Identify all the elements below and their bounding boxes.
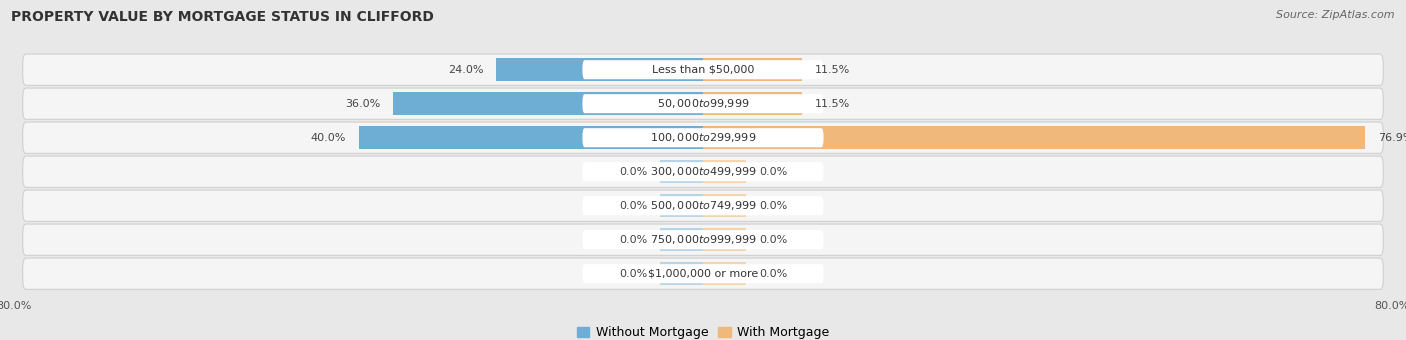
Text: $1,000,000 or more: $1,000,000 or more bbox=[648, 269, 758, 279]
Text: $500,000 to $749,999: $500,000 to $749,999 bbox=[650, 199, 756, 212]
Bar bbox=[703, 58, 801, 81]
Text: Source: ZipAtlas.com: Source: ZipAtlas.com bbox=[1277, 10, 1395, 20]
FancyBboxPatch shape bbox=[22, 122, 1384, 153]
FancyBboxPatch shape bbox=[582, 264, 824, 283]
Bar bbox=[703, 194, 747, 217]
Text: 76.9%: 76.9% bbox=[1378, 133, 1406, 143]
Text: 0.0%: 0.0% bbox=[619, 269, 647, 279]
Text: $750,000 to $999,999: $750,000 to $999,999 bbox=[650, 233, 756, 246]
Text: 40.0%: 40.0% bbox=[311, 133, 346, 143]
Text: 0.0%: 0.0% bbox=[619, 167, 647, 177]
Bar bbox=[703, 160, 747, 183]
Text: 0.0%: 0.0% bbox=[759, 167, 787, 177]
Bar bbox=[496, 58, 703, 81]
FancyBboxPatch shape bbox=[22, 224, 1384, 255]
Legend: Without Mortgage, With Mortgage: Without Mortgage, With Mortgage bbox=[572, 321, 834, 340]
Text: PROPERTY VALUE BY MORTGAGE STATUS IN CLIFFORD: PROPERTY VALUE BY MORTGAGE STATUS IN CLI… bbox=[11, 10, 434, 24]
FancyBboxPatch shape bbox=[582, 162, 824, 181]
FancyBboxPatch shape bbox=[582, 230, 824, 249]
Text: 11.5%: 11.5% bbox=[815, 99, 851, 109]
FancyBboxPatch shape bbox=[22, 156, 1384, 187]
Bar bbox=[359, 126, 703, 149]
Text: Less than $50,000: Less than $50,000 bbox=[652, 65, 754, 75]
Text: 0.0%: 0.0% bbox=[759, 269, 787, 279]
Bar bbox=[659, 228, 703, 251]
Text: 36.0%: 36.0% bbox=[344, 99, 380, 109]
Text: $300,000 to $499,999: $300,000 to $499,999 bbox=[650, 165, 756, 178]
Text: 11.5%: 11.5% bbox=[815, 65, 851, 75]
Bar bbox=[392, 92, 703, 115]
Bar bbox=[703, 262, 747, 285]
Text: 24.0%: 24.0% bbox=[449, 65, 484, 75]
FancyBboxPatch shape bbox=[582, 94, 824, 113]
Bar bbox=[659, 194, 703, 217]
Text: 0.0%: 0.0% bbox=[619, 201, 647, 211]
FancyBboxPatch shape bbox=[582, 60, 824, 79]
Text: 0.0%: 0.0% bbox=[759, 235, 787, 245]
Bar bbox=[659, 160, 703, 183]
FancyBboxPatch shape bbox=[22, 190, 1384, 221]
Bar bbox=[659, 262, 703, 285]
FancyBboxPatch shape bbox=[22, 88, 1384, 119]
FancyBboxPatch shape bbox=[22, 258, 1384, 289]
Bar bbox=[703, 92, 801, 115]
Text: 0.0%: 0.0% bbox=[619, 235, 647, 245]
FancyBboxPatch shape bbox=[582, 128, 824, 147]
Text: $100,000 to $299,999: $100,000 to $299,999 bbox=[650, 131, 756, 144]
FancyBboxPatch shape bbox=[582, 196, 824, 215]
Text: $50,000 to $99,999: $50,000 to $99,999 bbox=[657, 97, 749, 110]
FancyBboxPatch shape bbox=[22, 54, 1384, 85]
Bar bbox=[703, 228, 747, 251]
Bar bbox=[703, 126, 1365, 149]
Text: 0.0%: 0.0% bbox=[759, 201, 787, 211]
